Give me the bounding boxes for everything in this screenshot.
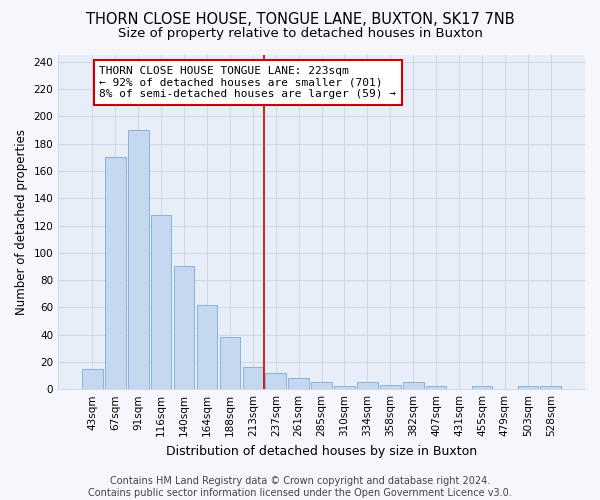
Bar <box>518 386 538 389</box>
Bar <box>289 378 309 389</box>
Bar <box>128 130 149 389</box>
Bar <box>357 382 378 389</box>
Text: THORN CLOSE HOUSE TONGUE LANE: 223sqm
← 92% of detached houses are smaller (701): THORN CLOSE HOUSE TONGUE LANE: 223sqm ← … <box>100 66 397 99</box>
Y-axis label: Number of detached properties: Number of detached properties <box>15 129 28 315</box>
Bar <box>265 373 286 389</box>
Text: THORN CLOSE HOUSE, TONGUE LANE, BUXTON, SK17 7NB: THORN CLOSE HOUSE, TONGUE LANE, BUXTON, … <box>86 12 514 28</box>
Bar <box>472 386 493 389</box>
Bar <box>105 158 125 389</box>
Text: Contains HM Land Registry data © Crown copyright and database right 2024.
Contai: Contains HM Land Registry data © Crown c… <box>88 476 512 498</box>
Bar <box>403 382 424 389</box>
Bar <box>541 386 561 389</box>
Bar <box>82 368 103 389</box>
Bar <box>426 386 446 389</box>
Bar <box>220 338 240 389</box>
Bar <box>242 368 263 389</box>
Bar <box>151 214 172 389</box>
Bar <box>174 266 194 389</box>
Bar <box>197 304 217 389</box>
Bar <box>334 386 355 389</box>
Text: Size of property relative to detached houses in Buxton: Size of property relative to detached ho… <box>118 28 482 40</box>
X-axis label: Distribution of detached houses by size in Buxton: Distribution of detached houses by size … <box>166 444 477 458</box>
Bar <box>311 382 332 389</box>
Bar <box>380 385 401 389</box>
